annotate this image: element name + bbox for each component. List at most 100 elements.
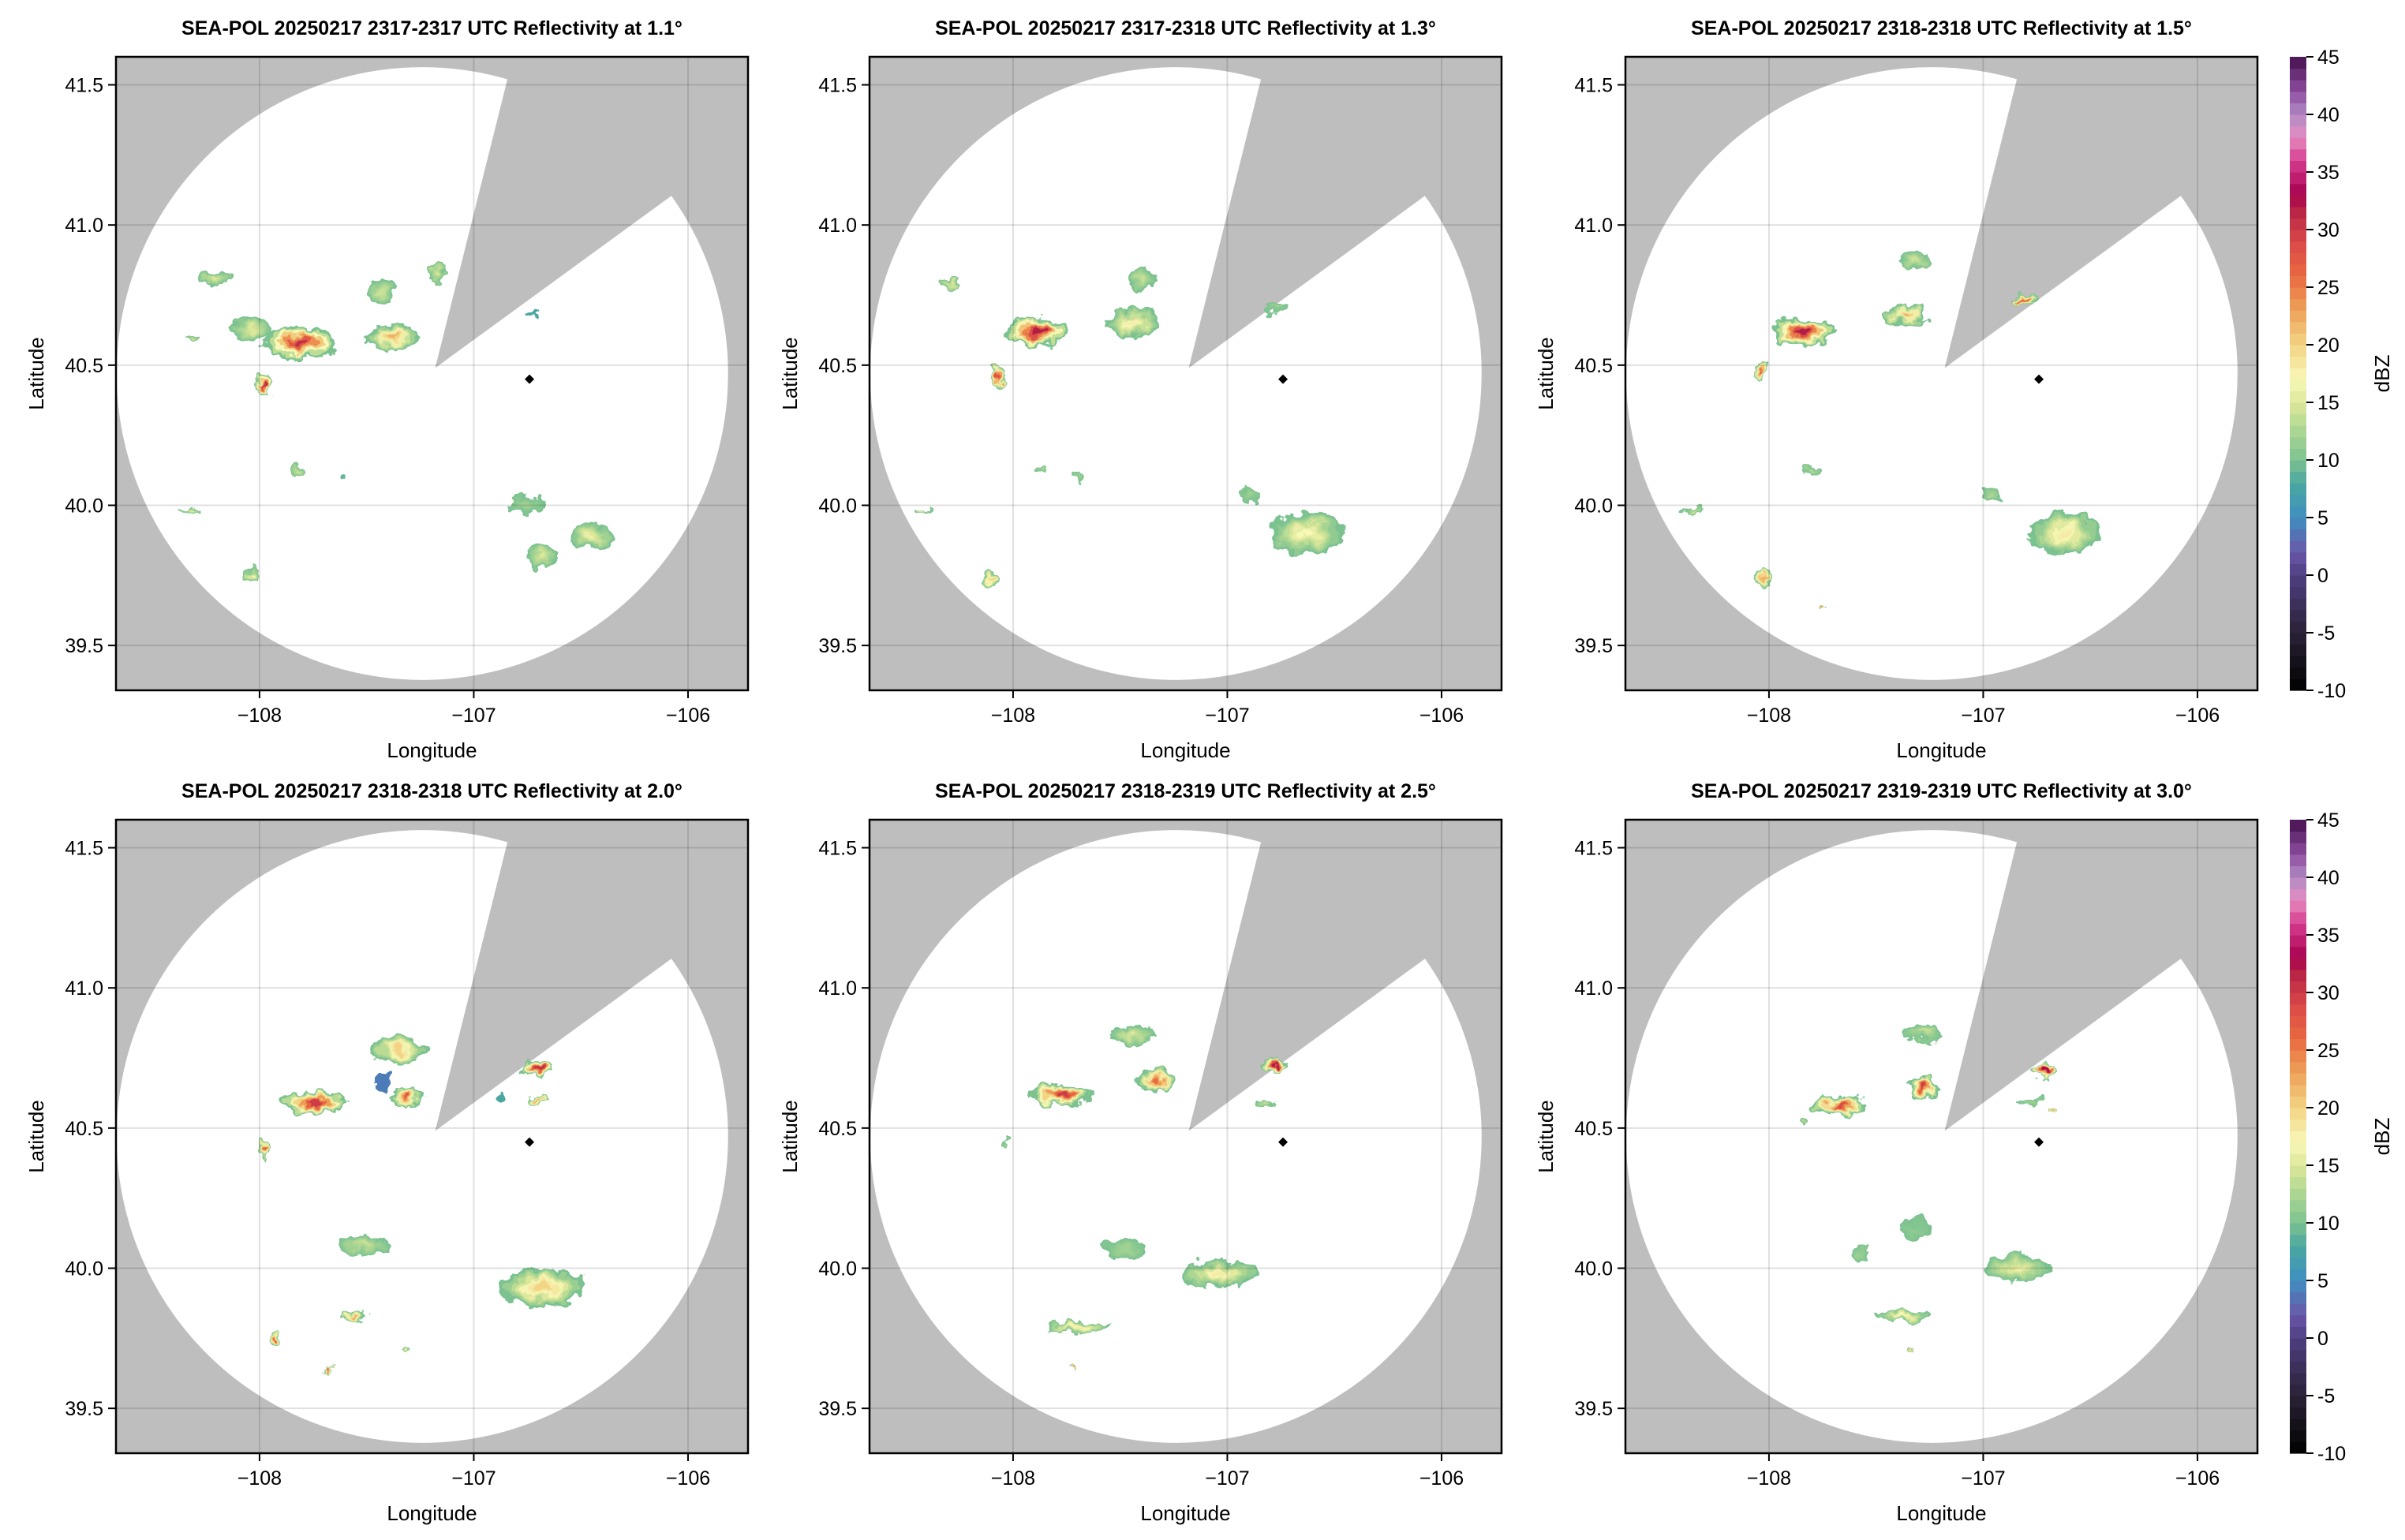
colorbar-band [2290,609,2306,622]
y-tick-label: 40.0 [65,495,103,517]
colorbar-band [2290,854,2306,866]
colorbar-tick-label: 45 [2317,809,2340,832]
y-tick-label: 41.0 [65,977,103,1000]
echo-layer [1681,251,2103,612]
echo-level [1120,1247,1129,1251]
colorbar-tick-label: 0 [2317,565,2328,587]
echo [506,496,549,514]
colorbar-band [2290,252,2306,265]
colorbar-band [2290,958,2306,970]
echo-level [359,1243,370,1248]
colorbar-band [2290,1314,2306,1327]
echo-level [1056,1092,1069,1097]
colorbar-band [2290,1407,2306,1419]
colorbar-tick-label: 15 [2317,392,2340,414]
colorbar-band [2290,1188,2306,1201]
colorbar-band [2290,1119,2306,1131]
colorbar-band [2290,1026,2306,1039]
colorbar-tick-label: 35 [2317,925,2340,947]
colorbar-band [2290,379,2306,391]
y-tick-label: 39.5 [65,635,103,657]
colorbar-band [2290,114,2306,127]
echo [1030,1082,1095,1106]
colorbar-band [2290,1384,2306,1396]
colorbar-band [2290,356,2306,368]
echo-level [211,276,218,280]
y-tick-label: 40.5 [65,355,103,377]
colorbar-band [2290,1303,2306,1316]
colorbar-band [2290,264,2306,276]
colorbar-1: -10 -5 0 5 10 15 20 25 30 35 40 45 dBZ [2290,47,2394,702]
echo [1884,303,1928,327]
colorbar-band [2290,1291,2306,1304]
colorbar-band [2290,1153,2306,1166]
echo-level [997,374,1000,379]
colorbar-band [2290,656,2306,668]
echo [1898,1217,1931,1240]
y-tick-label: 41.5 [65,838,103,860]
y-tick-label: 40.0 [65,1258,103,1280]
echo-level [539,553,546,559]
colorbar-band [2290,633,2306,645]
echo [942,279,960,289]
echo [982,570,1001,585]
colorbar-band [2290,621,2306,634]
colorbar-band [2290,667,2306,679]
echo-level [1032,328,1045,335]
colorbar-band [2290,1038,2306,1051]
axes-frame [868,818,1503,1455]
panel-2: SEA-POL 20250217 2317-2318 UTC Reflectiv… [778,17,1503,762]
colorbar-band [2290,206,2306,219]
echo-level [1075,476,1079,479]
echo [1135,1069,1178,1092]
y-tick-label: 40.0 [818,495,857,517]
echo-level [1858,1252,1864,1256]
y-tick-label: 41.5 [818,838,857,860]
echo-level [500,1096,503,1098]
echo-level [1070,1368,1072,1370]
colorbar-2: -10 -5 0 5 10 15 20 25 30 35 40 45 dBZ [2290,809,2394,1465]
colorbar-band [2290,888,2306,901]
colorbar-band [2290,241,2306,253]
echo [242,566,260,584]
colorbar-band [2290,529,2306,541]
x-axis-label: Longitude [1896,1501,1986,1525]
echo [336,474,346,480]
y-tick-label: 39.5 [1574,1398,1613,1420]
colorbar-tick-label: 5 [2317,1270,2328,1292]
echo [993,364,1004,388]
colorbar-tick-label: 45 [2317,47,2340,69]
colorbar-band [2290,275,2306,288]
panel-title: SEA-POL 20250217 2318-2318 UTC Reflectiv… [181,780,683,802]
plot-area [870,820,1502,1453]
colorbar-band [2290,1349,2306,1362]
echo [391,1086,424,1108]
y-tick-label: 40.5 [818,355,857,377]
echo [282,1091,348,1115]
echo-level [263,1146,265,1150]
colorbar-tick-label: 25 [2317,1040,2340,1062]
radar-site-marker [2034,1137,2044,1147]
echo [529,1095,547,1105]
echo-level [1005,1141,1008,1144]
colorbar-band [2290,172,2306,185]
colorbar-tick-label: 25 [2317,277,2340,299]
echo [1803,465,1821,477]
echo [526,544,559,567]
echo [522,1060,555,1078]
echo [365,324,420,350]
echo [2030,1066,2056,1078]
echo [1068,1366,1073,1372]
x-tick-label: −108 [238,1467,282,1490]
echo-level [404,1094,411,1100]
echo-level [522,503,532,507]
colorbar-band [2290,471,2306,484]
colorbar-tick-label: -10 [2317,680,2346,702]
x-tick-label: −106 [2175,705,2220,727]
echo-level [387,335,398,340]
echo [1850,1247,1872,1262]
panel-title: SEA-POL 20250217 2319-2319 UTC Reflectiv… [1691,780,2192,802]
echo-level [918,510,923,512]
axes-frame [114,55,750,692]
x-tick-label: −106 [666,705,710,727]
